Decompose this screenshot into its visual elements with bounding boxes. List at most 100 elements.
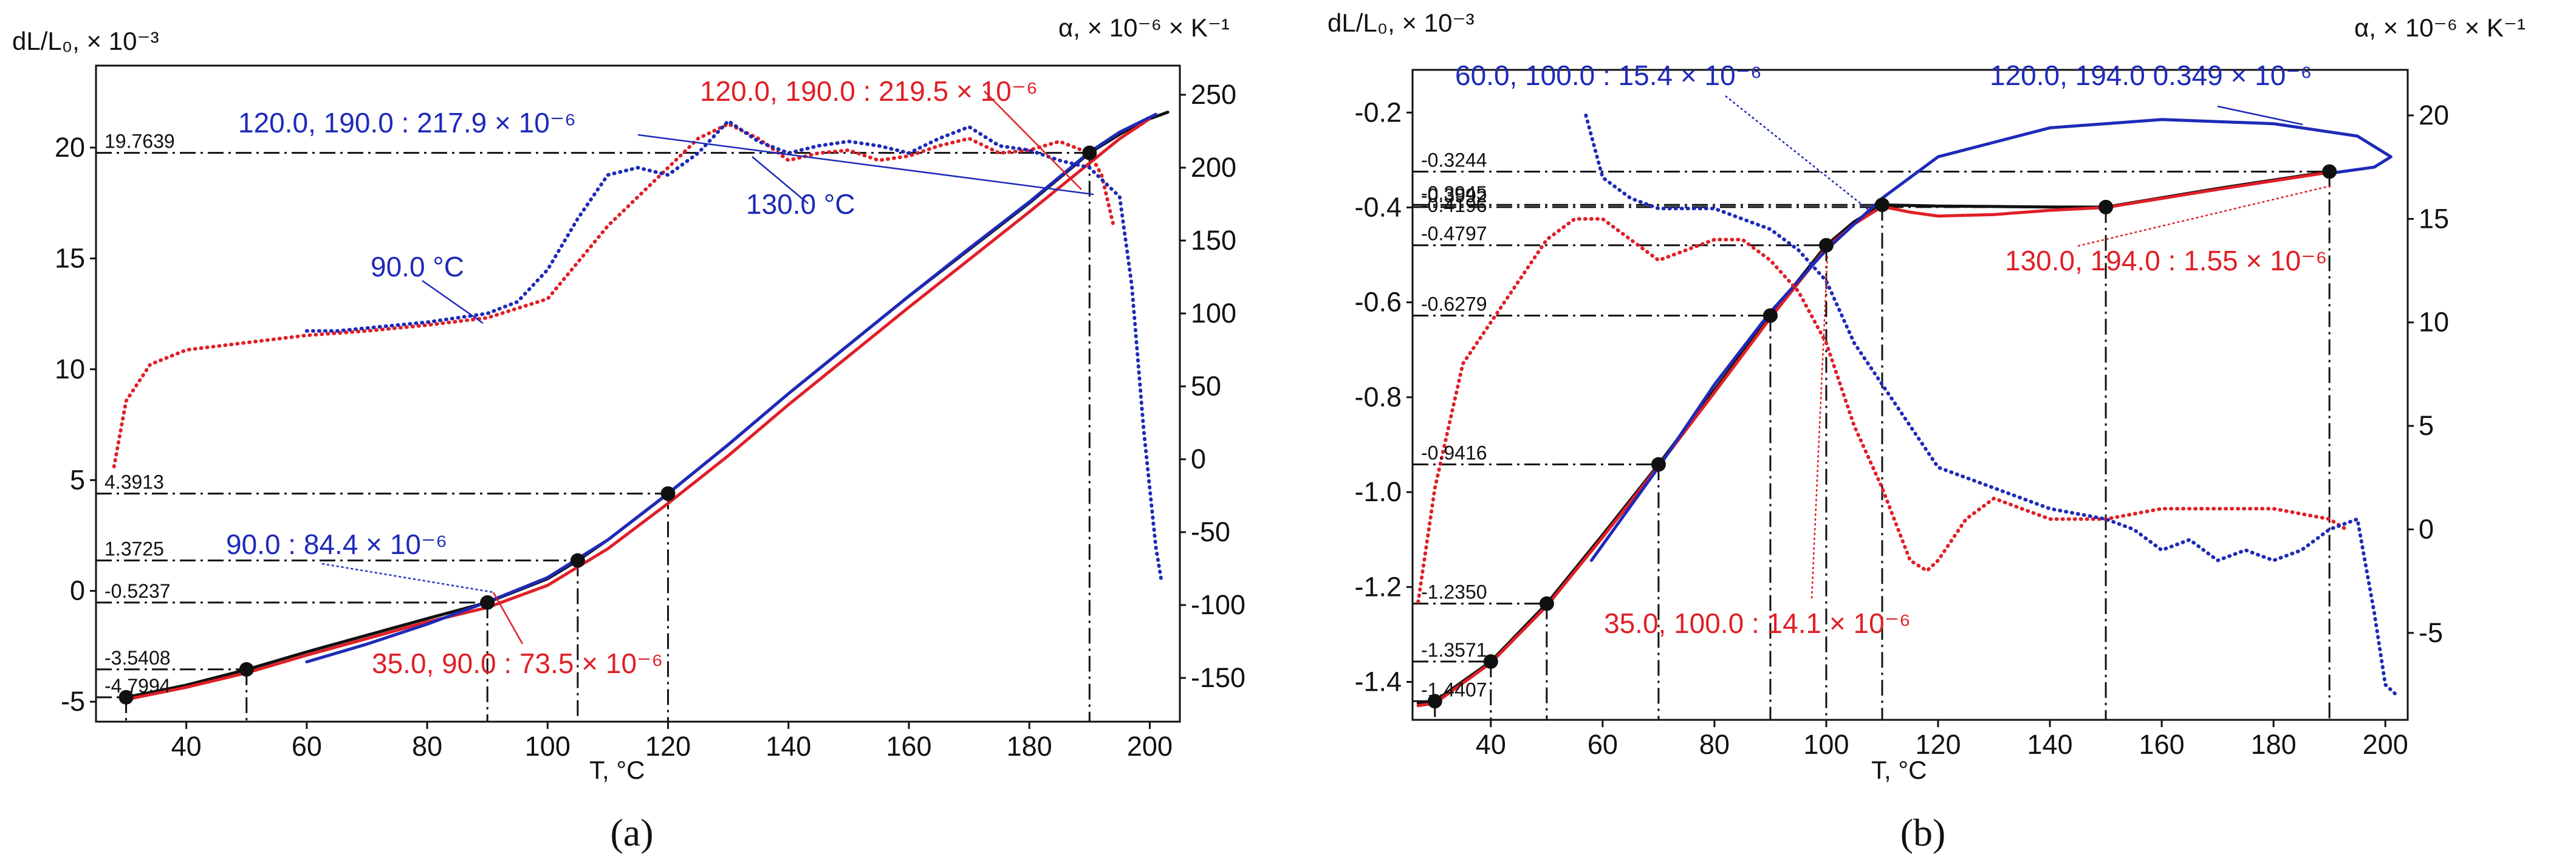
panel-b-frame — [1411, 69, 2409, 721]
panel-b-annotations: 60.0, 100.0 : 15.4 × 10⁻⁶ 120.0, 194.0 0… — [1455, 60, 2327, 639]
series-line — [305, 112, 1157, 663]
panel-a-x-tick: 80 — [412, 731, 442, 762]
panel-b-x-tick: 60 — [1588, 729, 1618, 760]
leader-line — [492, 592, 524, 645]
panel-a-y-tick: 10 — [55, 354, 85, 385]
data-point-marker — [1427, 694, 1442, 709]
panel-b-y2-tick: 10 — [2419, 307, 2449, 338]
leader-line — [752, 156, 809, 204]
panel-b-y2-tick: -5 — [2419, 617, 2443, 648]
panel-a-y2-tick: 0 — [1191, 443, 1206, 474]
leader-line — [1810, 253, 1829, 599]
panel-b-leader-lines — [1725, 95, 2334, 599]
annotation-prefix: 120.0, 190.0 : — [238, 107, 417, 139]
data-point-marker — [239, 662, 254, 677]
leader-line — [422, 279, 484, 324]
panel-b-y-tick: -0.8 — [1354, 381, 1402, 412]
panel-b-y-left-label: dL/L₀, × 10⁻³ — [1327, 9, 1475, 37]
leader-line — [321, 563, 494, 593]
panel-b-ref-label: -1.3571 — [1421, 639, 1487, 661]
series-line — [304, 119, 1164, 585]
panel-a-y-left-label: dL/L₀, × 10⁻³ — [12, 27, 159, 55]
panel-b-markers — [1427, 164, 2337, 709]
annotation-60-100-blue: 60.0, 100.0 : 15.4 × 10⁻⁶ — [1455, 60, 1762, 91]
panel-a-y2-tick: 100 — [1191, 298, 1236, 329]
panel-b-x-tick: 140 — [2027, 729, 2073, 760]
series-line — [112, 122, 1115, 468]
panel-a-reference-lines — [96, 152, 1091, 722]
leader-line — [2217, 105, 2303, 126]
panel-a-annotations: 120.0, 190.0 : 217.9 × 10⁻⁶ 120.0, 190.0… — [226, 75, 1038, 679]
panel-b-y-tick: -0.2 — [1354, 97, 1402, 128]
panel-b-ref-label: -0.4196 — [1421, 194, 1487, 216]
panel-b-ref-label: -1.4407 — [1421, 679, 1487, 700]
panel-a-y-tick: 20 — [55, 132, 85, 163]
panel-b-ref-label: -0.3992 — [1421, 185, 1487, 207]
panel-a-ref-label: 4.3913 — [104, 471, 164, 493]
annotation-prefix: 90.0 : — [226, 528, 304, 560]
panel-a-ref-label: 19.7639 — [104, 131, 175, 152]
data-point-marker — [1818, 238, 1834, 253]
panel-b-ref-label: -1.2350 — [1421, 581, 1487, 603]
panel-b-y2-tick: 20 — [2419, 100, 2449, 131]
panel-a-y2-tick: -100 — [1191, 589, 1245, 620]
panel-a-y-right-label: α, × 10⁻⁶ × K⁻¹ — [1058, 13, 1230, 42]
panel-a-y2-tick: 250 — [1191, 79, 1236, 110]
panel-b: dL/L₀, × 10⁻³ α, × 10⁻⁶ × K⁻¹ T, °C (b) … — [1327, 9, 2526, 854]
panel-b-y2-ticks: -5 0 5 10 15 20 — [2408, 100, 2449, 648]
panel-a-ref-label: -4.7994 — [104, 675, 171, 697]
panel-a-x-tick: 160 — [886, 731, 931, 762]
panel-b-x-tick: 40 — [1476, 729, 1506, 760]
data-point-marker — [118, 689, 134, 705]
panel-a: dL/L₀, × 10⁻³ α, × 10⁻⁶ × K⁻¹ T, °C (a) … — [12, 13, 1245, 854]
panel-a-y-tick: 5 — [70, 464, 85, 495]
panel-a-y2-tick: 50 — [1191, 371, 1221, 402]
data-point-marker — [2322, 164, 2337, 179]
annotation-130-194-red: 130.0, 194.0 : 1.55 × 10⁻⁶ — [2005, 245, 2327, 276]
panel-b-x-tick: 180 — [2251, 729, 2297, 760]
annotation-prefix: 35.0, 100.0 : — [1604, 607, 1767, 639]
panel-a-reference-labels: -4.7994 -3.5408 -0.5237 1.3725 4.3913 19… — [104, 131, 175, 697]
panel-a-x-label: T, °C — [589, 756, 645, 784]
annotation-value: 0.349 × 10⁻⁶ — [2153, 60, 2312, 91]
panel-a-x-tick: 40 — [171, 731, 202, 762]
annotation-90-blue: 90.0 : 84.4 × 10⁻⁶ — [226, 528, 447, 560]
panel-a-ref-label: -3.5408 — [104, 647, 171, 669]
series-line — [1590, 118, 2393, 563]
panel-b-x-tick: 120 — [1915, 729, 1961, 760]
panel-b-ref-label: -0.6279 — [1421, 293, 1487, 315]
panel-b-ref-label: -0.3244 — [1421, 149, 1487, 171]
panel-a-y2-tick: -50 — [1191, 516, 1230, 547]
panel-a-caption: (a) — [610, 811, 653, 854]
leader-line — [1725, 95, 1869, 210]
panel-a-y-tick: 0 — [70, 575, 85, 606]
panel-b-x-tick: 200 — [2363, 729, 2408, 760]
annotation-120-194-blue: 120.0, 194.0 0.349 × 10⁻⁶ — [1990, 60, 2312, 91]
panel-a-y2-tick: -150 — [1191, 662, 1245, 693]
panel-b-y-tick: -1.4 — [1354, 666, 1402, 697]
panel-a-leader-lines — [321, 91, 1094, 645]
panel-a-y2-ticks: -150 -100 -50 0 50 100 150 200 250 — [1180, 79, 1245, 693]
data-point-marker — [480, 595, 495, 610]
panel-a-series — [112, 111, 1170, 701]
annotation-prefix: 120.0, 190.0 : — [700, 75, 879, 107]
panel-b-ref-label: -0.9416 — [1421, 442, 1487, 463]
data-point-marker — [1082, 145, 1097, 160]
series-line — [125, 111, 1170, 699]
panel-b-y-tick: -1.0 — [1354, 476, 1402, 507]
panel-a-y2-tick: 200 — [1191, 152, 1236, 183]
panel-a-y-tick: 15 — [55, 242, 85, 273]
annotation-90c: 90.0 °C — [371, 251, 464, 282]
panel-b-reference-labels: -1.4407 -1.3571 -1.2350 -0.9416 -0.6279 … — [1421, 149, 1487, 700]
panel-b-x-label: T, °C — [1871, 756, 1927, 784]
panel-a-y2-tick: 150 — [1191, 225, 1236, 256]
data-point-marker — [1762, 308, 1778, 323]
panel-b-ref-label: -0.3945 — [1421, 182, 1487, 204]
data-point-marker — [1539, 596, 1554, 611]
annotation-35-100-red: 35.0, 100.0 : 14.1 × 10⁻⁶ — [1604, 607, 1911, 639]
annotation-value: 1.55 × 10⁻⁶ — [2184, 245, 2327, 276]
panel-a-markers — [118, 145, 1097, 705]
annotation-35-90-red: 35.0, 90.0 : 73.5 × 10⁻⁶ — [372, 648, 663, 679]
annotation-value: 84.4 × 10⁻⁶ — [304, 528, 447, 560]
